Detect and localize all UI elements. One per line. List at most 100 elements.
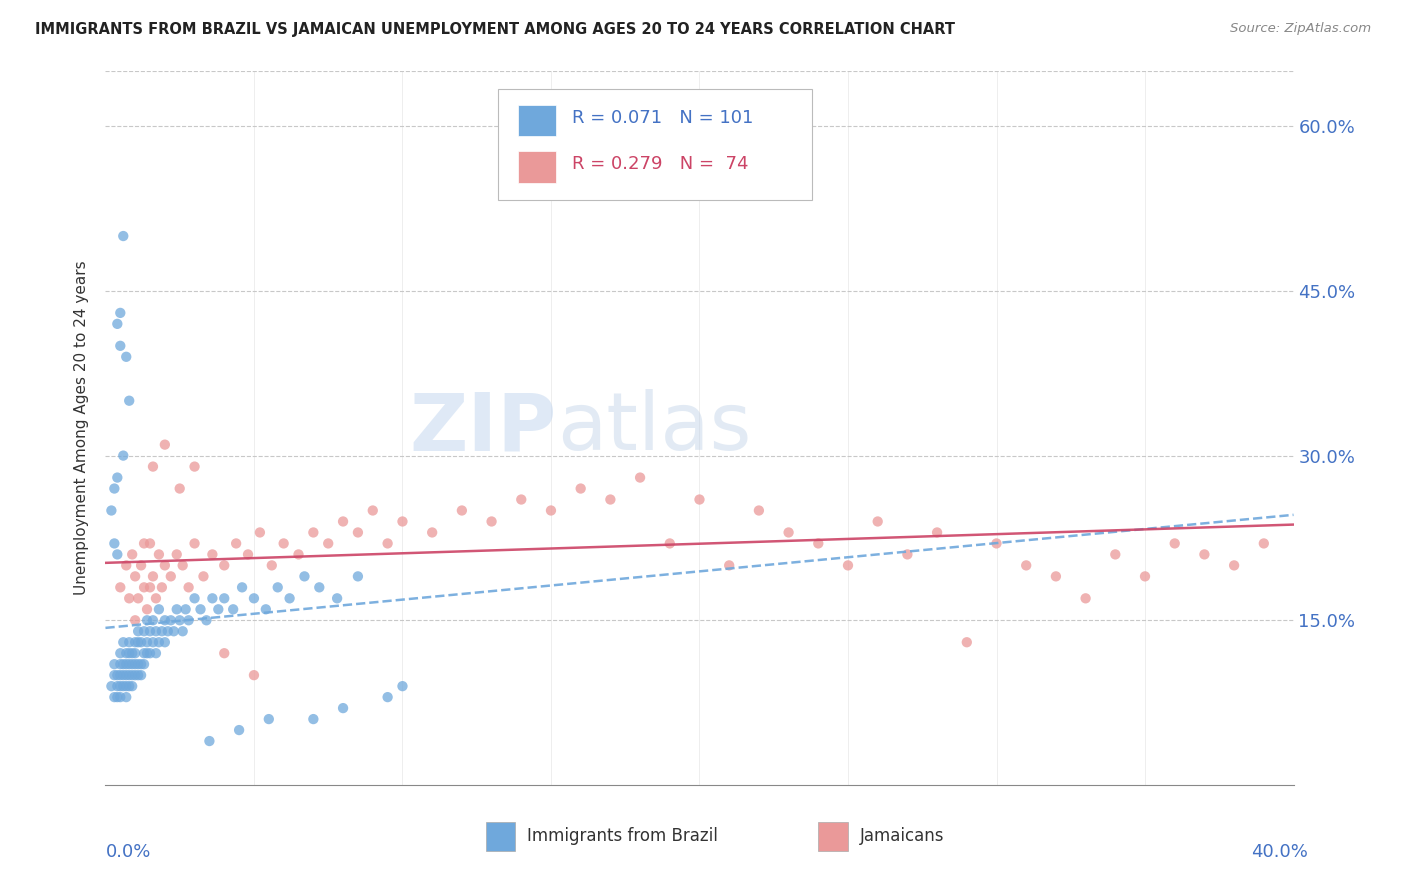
Point [121, 548, 143, 562]
Point [257, 712, 280, 726]
Point [124, 668, 146, 682]
Text: 40.0%: 40.0% [1251, 843, 1308, 861]
Text: atlas: atlas [557, 389, 751, 467]
Point [748, 503, 770, 517]
Point [105, 668, 128, 682]
Point [115, 690, 138, 705]
Point [110, 657, 132, 672]
Point [308, 580, 330, 594]
Point [132, 580, 155, 594]
Text: R = 0.071   N = 101: R = 0.071 N = 101 [572, 109, 754, 127]
Point [347, 569, 370, 583]
Text: Jamaicans: Jamaicans [860, 828, 945, 846]
Point [267, 580, 290, 594]
Point [718, 558, 741, 573]
Point [105, 317, 128, 331]
Point [689, 492, 711, 507]
Point [100, 503, 122, 517]
Point [110, 646, 132, 660]
Point [132, 624, 155, 639]
Point [450, 503, 472, 517]
Point [112, 657, 135, 672]
Point [222, 602, 245, 616]
Point [569, 482, 592, 496]
Point [1074, 591, 1097, 606]
Point [166, 602, 188, 616]
Point [103, 668, 125, 682]
Point [243, 591, 266, 606]
Point [145, 591, 167, 606]
Point [142, 569, 165, 583]
Point [302, 525, 325, 540]
Point [927, 525, 949, 540]
Point [156, 624, 179, 639]
Point [278, 591, 301, 606]
Point [136, 613, 159, 627]
Point [110, 339, 132, 353]
Bar [517, 104, 555, 136]
Point [136, 635, 159, 649]
FancyBboxPatch shape [498, 89, 813, 200]
Point [118, 635, 141, 649]
Point [159, 569, 181, 583]
Point [103, 690, 125, 705]
Point [148, 548, 170, 562]
Point [391, 679, 413, 693]
Point [139, 580, 162, 594]
Point [287, 548, 309, 562]
Point [866, 515, 889, 529]
Point [127, 624, 149, 639]
Text: R = 0.279   N =  74: R = 0.279 N = 74 [572, 155, 749, 173]
Point [193, 569, 215, 583]
Point [332, 515, 354, 529]
Point [302, 712, 325, 726]
Point [105, 548, 128, 562]
Point [115, 668, 138, 682]
Point [150, 580, 173, 594]
Point [127, 635, 149, 649]
Point [118, 646, 141, 660]
Point [129, 657, 152, 672]
Point [228, 723, 250, 737]
Point [110, 690, 132, 705]
Point [361, 503, 384, 517]
Bar [517, 151, 555, 183]
Point [249, 525, 271, 540]
Point [132, 646, 155, 660]
Point [377, 536, 399, 550]
Point [132, 657, 155, 672]
Point [1133, 569, 1156, 583]
Point [124, 657, 146, 672]
Point [177, 580, 200, 594]
Point [172, 624, 194, 639]
Point [142, 459, 165, 474]
Point [105, 470, 128, 484]
Text: IMMIGRANTS FROM BRAZIL VS JAMAICAN UNEMPLOYMENT AMONG AGES 20 TO 24 YEARS CORREL: IMMIGRANTS FROM BRAZIL VS JAMAICAN UNEMP… [35, 22, 955, 37]
Point [153, 635, 176, 649]
Point [658, 536, 681, 550]
Point [347, 525, 370, 540]
Point [127, 591, 149, 606]
Point [225, 536, 247, 550]
Point [121, 679, 143, 693]
Point [118, 657, 141, 672]
Point [118, 591, 141, 606]
Point [986, 536, 1008, 550]
Point [1223, 558, 1246, 573]
Point [153, 613, 176, 627]
Point [599, 492, 621, 507]
Point [115, 646, 138, 660]
Point [139, 624, 162, 639]
Point [115, 657, 138, 672]
Point [807, 536, 830, 550]
Point [214, 558, 236, 573]
Point [243, 668, 266, 682]
Point [129, 635, 152, 649]
Point [127, 668, 149, 682]
Point [316, 536, 339, 550]
Point [110, 306, 132, 320]
Point [139, 646, 162, 660]
Point [540, 503, 562, 517]
Point [420, 525, 443, 540]
Point [110, 580, 132, 594]
